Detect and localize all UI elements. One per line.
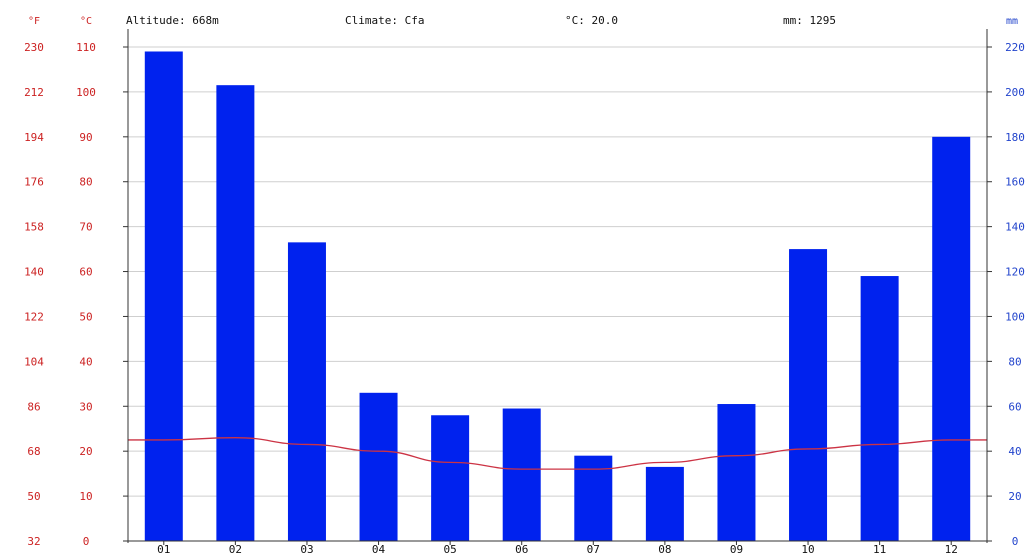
precip-bar-01: [144, 51, 183, 542]
fahrenheit-tick-194: 194: [24, 131, 44, 144]
mm-tick-0: 0: [1012, 535, 1019, 548]
month-tick-12: 12: [945, 543, 958, 556]
precip-bar-11: [860, 276, 899, 541]
month-tick-08: 08: [658, 543, 671, 556]
precip-bar-09: [717, 404, 756, 541]
celsius-tick-70: 70: [79, 221, 92, 234]
gridlines: [128, 46, 987, 542]
celsius-tick-30: 30: [79, 400, 92, 413]
fahrenheit-tick-158: 158: [24, 221, 44, 234]
mm-tick-60: 60: [1008, 400, 1021, 413]
celsius-tick-40: 40: [79, 355, 92, 368]
avg-temperature-label: °C: 20.0: [565, 14, 618, 27]
celsius-tick-0: 0: [83, 535, 90, 548]
month-tick-01: 01: [157, 543, 170, 556]
fahrenheit-tick-32: 32: [27, 535, 40, 548]
total-precipitation-label: mm: 1295: [783, 14, 836, 27]
celsius-tick-10: 10: [79, 490, 92, 503]
mm-tick-200: 200: [1005, 86, 1025, 99]
fahrenheit-tick-212: 212: [24, 86, 44, 99]
month-tick-03: 03: [300, 543, 313, 556]
celsius-tick-90: 90: [79, 131, 92, 144]
month-tick-09: 09: [730, 543, 743, 556]
fahrenheit-unit-label: °F: [28, 16, 40, 27]
mm-tick-20: 20: [1008, 490, 1021, 503]
mm-tick-80: 80: [1008, 355, 1021, 368]
precip-bar-06: [502, 408, 541, 541]
mm-tick-40: 40: [1008, 445, 1021, 458]
fahrenheit-tick-86: 86: [27, 400, 40, 413]
temperature-line: [128, 437, 987, 470]
month-tick-04: 04: [372, 543, 386, 556]
fahrenheit-tick-230: 230: [24, 41, 44, 54]
celsius-tick-60: 60: [79, 266, 92, 279]
temperature-line-group: [128, 437, 987, 470]
month-tick-06: 06: [515, 543, 528, 556]
fahrenheit-tick-176: 176: [24, 176, 44, 189]
celsius-unit-label: °C: [80, 16, 92, 27]
celsius-tick-50: 50: [79, 310, 92, 323]
celsius-tick-110: 110: [76, 41, 96, 54]
precip-bar-03: [287, 242, 326, 541]
mm-tick-160: 160: [1005, 176, 1025, 189]
axes: [123, 29, 992, 545]
fahrenheit-tick-104: 104: [24, 355, 44, 368]
fahrenheit-tick-68: 68: [27, 445, 40, 458]
climate-label: Climate: Cfa: [345, 14, 424, 27]
fahrenheit-tick-122: 122: [24, 310, 44, 323]
celsius-tick-80: 80: [79, 176, 92, 189]
mm-tick-120: 120: [1005, 266, 1025, 279]
month-tick-02: 02: [229, 543, 242, 556]
precip-bar-04: [359, 392, 398, 541]
mm-unit-label: mm: [1006, 16, 1018, 27]
mm-tick-140: 140: [1005, 221, 1025, 234]
mm-tick-220: 220: [1005, 41, 1025, 54]
celsius-tick-100: 100: [76, 86, 96, 99]
precip-bar-02: [216, 85, 255, 541]
month-tick-11: 11: [873, 543, 886, 556]
precip-bar-08: [645, 466, 684, 541]
precip-bar-12: [932, 136, 971, 541]
tick-labels: 0 32 10 50 20 68 30 86 40 104 50 122 60 140 70 158 80 176…: [24, 41, 1025, 556]
mm-tick-180: 180: [1005, 131, 1025, 144]
month-tick-05: 05: [444, 543, 457, 556]
month-tick-07: 07: [587, 543, 600, 556]
fahrenheit-tick-50: 50: [27, 490, 40, 503]
precip-bar-05: [431, 415, 470, 541]
celsius-tick-20: 20: [79, 445, 92, 458]
precip-bar-07: [574, 455, 613, 541]
precip-bar-10: [789, 249, 828, 541]
altitude-label: Altitude: 668m: [126, 14, 219, 27]
precipitation-bars: [144, 51, 971, 542]
month-tick-10: 10: [801, 543, 814, 556]
mm-tick-100: 100: [1005, 310, 1025, 323]
fahrenheit-tick-140: 140: [24, 266, 44, 279]
